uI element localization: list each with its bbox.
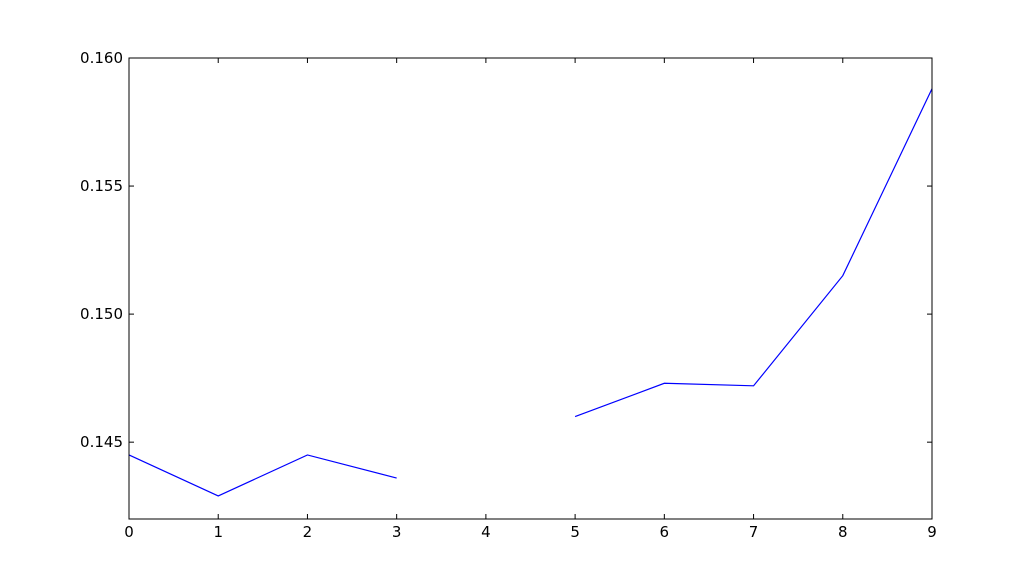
x-tick-label: 2 <box>303 523 313 541</box>
tick-labels: 0 1 2 3 4 5 6 7 8 9 0.145 0.150 0.155 0.160 <box>80 49 937 541</box>
y-tick-label: 0.160 <box>80 49 123 67</box>
plot-frame <box>128 57 933 520</box>
x-tick-label: 4 <box>481 523 491 541</box>
series-line-segment <box>574 88 933 418</box>
x-tick-label: 0 <box>124 523 134 541</box>
x-tick-label: 3 <box>392 523 402 541</box>
x-tick-label: 8 <box>838 523 848 541</box>
y-tick-label: 0.145 <box>80 433 123 451</box>
x-tick-label: 1 <box>213 523 223 541</box>
y-tick-label: 0.150 <box>80 305 123 323</box>
x-tick-label: 9 <box>927 523 937 541</box>
x-tick-label: 5 <box>570 523 580 541</box>
x-tick-label: 6 <box>660 523 670 541</box>
y-tick-label: 0.155 <box>80 177 123 195</box>
plot-background <box>129 58 932 519</box>
tick-marks <box>128 57 933 519</box>
x-tick-label: 7 <box>749 523 759 541</box>
series-line-segment <box>128 454 397 497</box>
series-lines <box>128 88 933 497</box>
